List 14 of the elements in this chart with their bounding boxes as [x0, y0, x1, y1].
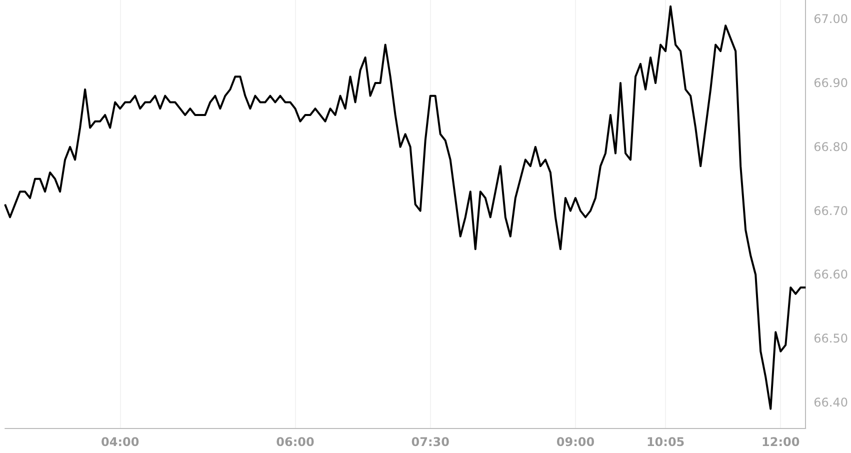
x-tick-label: 12:00 [762, 435, 800, 449]
y-tick-label: 66.50 [814, 332, 848, 346]
x-tick-label: 10:05 [646, 435, 685, 449]
x-tick-label: 04:00 [100, 435, 140, 449]
x-tick-label: 06:00 [276, 435, 314, 449]
x-tick-label: 07:30 [411, 435, 450, 449]
y-tick-label: 67.00 [814, 12, 848, 26]
y-tick-label: 66.90 [814, 76, 848, 90]
y-tick-label: 66.60 [814, 268, 848, 282]
y-tick-label: 66.40 [814, 395, 848, 410]
line-series [4, 5, 807, 410]
y-tick-label: 66.70 [814, 204, 848, 218]
y-tick-label: 66.80 [814, 140, 848, 154]
x-tick-label: 09:00 [556, 435, 595, 449]
